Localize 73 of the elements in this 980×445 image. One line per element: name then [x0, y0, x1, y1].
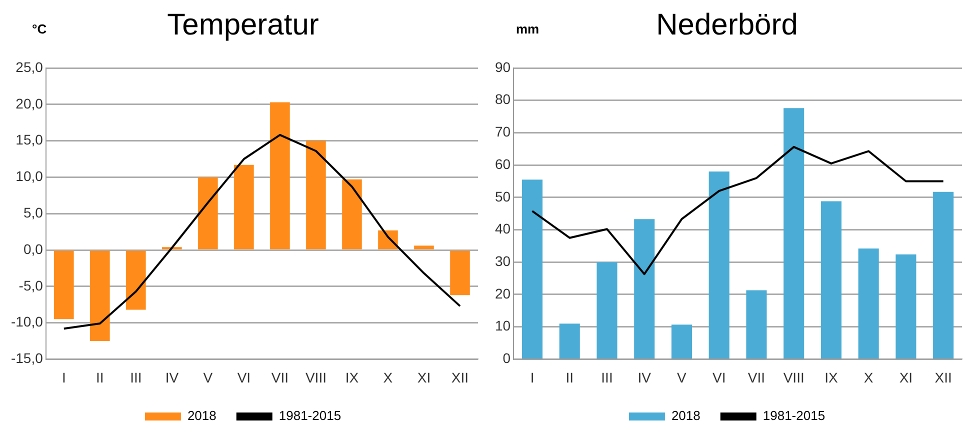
- x-tick-label: III: [130, 369, 142, 386]
- legend-label: 1981-2015: [278, 408, 342, 424]
- y-tick-label: 0,0: [23, 240, 44, 257]
- y-tick-label: 10,0: [16, 168, 44, 184]
- x-tick-label: VI: [237, 369, 251, 386]
- y-tick-label: 10: [494, 318, 511, 334]
- x-tick-label: I: [530, 369, 534, 386]
- y-tick-label: 40: [494, 220, 511, 237]
- y-tick-label: 5,0: [23, 204, 44, 220]
- y-tick-label: 20: [494, 285, 511, 302]
- legend-label: 2018: [187, 408, 216, 424]
- bar: [858, 248, 879, 358]
- bar: [54, 250, 74, 320]
- x-tick-label: XII: [934, 369, 952, 386]
- y-tick-label: 30: [494, 252, 511, 269]
- bar: [90, 250, 110, 341]
- bar: [450, 250, 470, 296]
- y-tick-label: 0: [502, 350, 511, 366]
- x-tick-label: VIII: [305, 369, 326, 386]
- bar: [198, 177, 218, 250]
- y-tick-label: 15,0: [16, 132, 44, 148]
- bar: [634, 219, 655, 358]
- y-tick-label: 70: [494, 124, 511, 140]
- x-tick-label: XI: [899, 369, 913, 386]
- bar: [342, 179, 362, 250]
- bar: [933, 192, 954, 358]
- y-tick-label: 80: [494, 91, 511, 108]
- x-tick-label: II: [96, 369, 104, 386]
- y-axis-title: mm: [516, 22, 540, 37]
- bar: [596, 262, 618, 358]
- bar: [414, 246, 434, 250]
- x-tick-label: X: [383, 369, 394, 386]
- x-tick-label: II: [566, 369, 574, 386]
- bar: [559, 324, 580, 358]
- bar: [820, 201, 842, 358]
- y-tick-label: 90: [494, 58, 511, 75]
- x-tick-label: VI: [712, 369, 726, 386]
- bar: [784, 108, 804, 358]
- x-tick-label: III: [601, 369, 613, 386]
- chart-title: Temperatur: [167, 8, 319, 42]
- x-tick-label: I: [62, 369, 66, 386]
- x-tick-label: V: [203, 369, 214, 386]
- x-tick-label: XI: [417, 369, 431, 386]
- chart-title: Nederbörd: [656, 8, 798, 42]
- y-tick-label: 50: [494, 188, 511, 204]
- bar: [126, 250, 146, 310]
- y-tick-label: -10,0: [10, 314, 44, 330]
- x-tick-label: IV: [165, 369, 180, 386]
- bar: [671, 324, 692, 358]
- y-tick-label: 60: [494, 156, 511, 172]
- x-tick-label: V: [677, 369, 688, 386]
- x-tick-label: IX: [824, 369, 838, 386]
- x-tick-label: IX: [345, 369, 360, 386]
- x-tick-label: VII: [748, 369, 766, 386]
- bar: [522, 180, 543, 358]
- bar: [306, 140, 326, 250]
- bar: [708, 172, 730, 358]
- bar: [234, 164, 254, 250]
- x-tick-label: VII: [271, 369, 289, 386]
- bar: [746, 290, 767, 358]
- x-tick-label: IV: [638, 369, 652, 386]
- x-tick-label: VIII: [783, 369, 804, 386]
- legend-label: 1981-2015: [762, 408, 826, 424]
- y-tick-label: -15,0: [10, 350, 44, 366]
- y-tick-label: -5,0: [18, 277, 44, 294]
- bar: [270, 102, 290, 250]
- y-axis-title: °C: [32, 22, 48, 37]
- x-tick-label: X: [864, 369, 874, 386]
- y-tick-label: 25,0: [16, 58, 44, 75]
- bar: [896, 254, 916, 358]
- y-tick-label: 20,0: [16, 95, 44, 112]
- x-tick-label: XII: [451, 369, 469, 386]
- legend-label: 2018: [671, 408, 700, 424]
